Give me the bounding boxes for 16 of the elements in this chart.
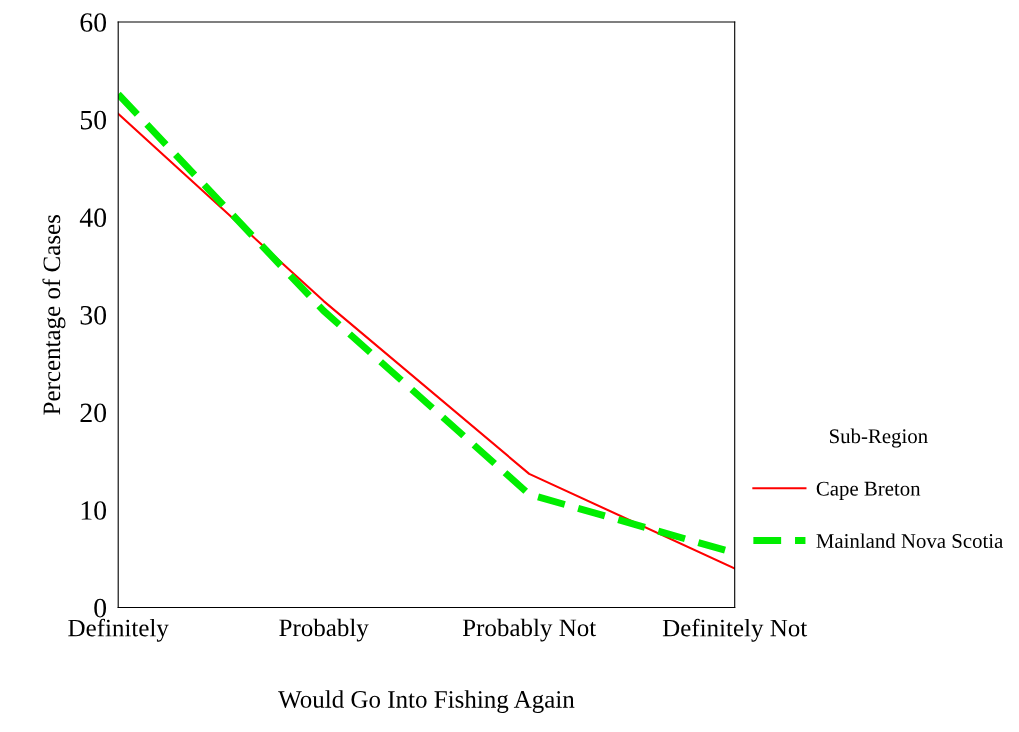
x-tick-label: Probably Not [462,618,597,642]
x-tick-label: Definitely Not [662,618,808,642]
legend-label: Mainland Nova Scotia [816,533,1004,549]
y-tick-label: 40 [79,208,107,228]
x-tick-label: Probably [279,618,369,642]
y-tick-label: 0 [94,598,107,618]
legend-title: Sub-Region [829,428,928,448]
y-tick-label: 10 [81,501,107,520]
x-axis-title: Would Go Into Fishing Again [278,690,575,714]
y-axis-title: Percentage of Cases [42,215,66,415]
y-tick-label: 60 [80,13,107,32]
y-tick-label: 50 [80,110,107,130]
x-tick-label: Definitely [68,618,169,642]
y-tick-label: 20 [80,403,107,423]
y-tick-label: 30 [80,305,107,325]
legend-label: Cape Breton [816,481,921,500]
